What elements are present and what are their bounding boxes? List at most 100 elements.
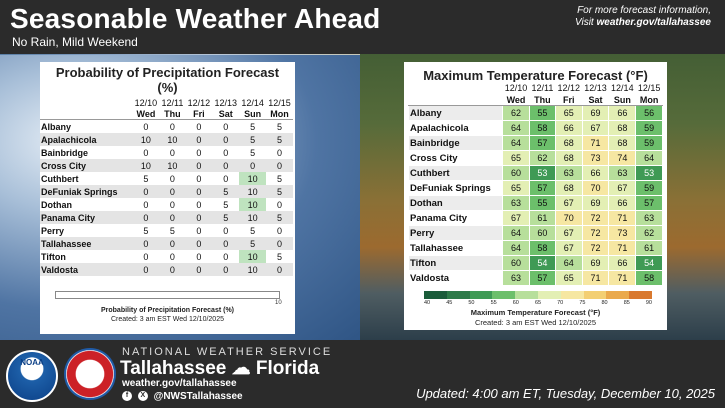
office-website[interactable]: weather.gov/tallahassee [122,378,237,389]
temp-cell: 58 [528,120,556,136]
temp-cell: 68 [608,135,637,151]
precip-row: Cross City 10 10 0 0 0 0 [40,159,293,172]
temp-day-header: Fri [554,93,583,106]
temp-day-header: Mon [635,93,663,106]
title-bar: Seasonable Weather Ahead No Rain, Mild W… [0,0,725,54]
precip-city: Dothan [41,199,72,210]
precip-cell: 10 [239,172,267,185]
temp-cell: 62 [528,150,556,166]
precip-cell: 5 [169,225,175,236]
temp-row: Cross City 65 62 68 73 74 64 [407,150,663,166]
precip-cell: 0 [143,147,149,158]
temp-cell: 53 [635,165,663,181]
temp-row: Tallahassee 64 58 67 72 71 61 [407,240,663,256]
precip-cell: 0 [185,263,213,276]
temp-city: Albany [407,105,504,121]
temp-colorbar-segment [446,291,470,299]
precip-cell: 5 [223,199,229,210]
temp-colorbar-tick: 65 [534,300,542,306]
temp-colorbar-segment [537,291,561,299]
temp-city: Bainbridge [407,135,504,151]
temp-row: Bainbridge 64 57 68 71 68 59 [407,135,663,151]
temp-date-header: 12/10 [502,82,530,94]
precip-city: Cross City [40,159,133,172]
temp-cell: 71 [608,270,637,286]
temp-cell: 53 [528,165,556,181]
temp-cell: 65 [502,180,530,196]
temp-day-header: Thu [528,93,556,106]
temp-cell: 71 [581,270,610,286]
precip-cell: 5 [266,211,293,224]
temp-cell: 63 [554,165,583,181]
precip-created: Created: 3 am EST Wed 12/10/2025 [111,316,224,323]
precip-cell: 5 [250,147,256,158]
temp-row: Panama City 67 61 70 72 71 63 [407,210,663,226]
precip-city: Perry [41,225,65,236]
precip-cell: 5 [266,133,293,146]
precip-cell: 5 [277,121,283,132]
precip-cell: 0 [212,159,240,172]
precip-cell: 0 [169,199,175,210]
social-handle[interactable]: @NWSTallahassee [153,391,243,402]
temp-cell: 60 [528,225,556,241]
temp-cell: 57 [528,180,556,196]
temp-cell: 54 [635,255,663,271]
precip-date-header: 12/11 [161,98,184,108]
temp-row: Valdosta 63 57 65 71 71 58 [407,270,663,286]
temp-cell: 61 [528,210,556,226]
temp-city: Panama City [407,210,504,226]
temp-colorbar-tick: 50 [468,300,475,306]
temp-cell: 65 [554,105,583,121]
temp-colorbar [424,291,652,299]
precip-cell: 0 [143,251,149,262]
precip-cell: 0 [169,251,175,262]
temp-colorbar-tick: 70 [557,300,564,306]
temp-cell: 66 [554,120,583,136]
temp-colorbar-segment [469,291,493,299]
precip-cell: 0 [266,237,293,250]
temp-cell: 62 [502,105,530,121]
precip-date-header: 12/14 [241,98,264,108]
temp-colorbar-tick: 55 [490,300,497,306]
precip-title: Probability of Precipitation Forecast (%… [40,65,295,95]
precip-cell: 0 [185,159,213,172]
temp-cell: 59 [635,180,663,196]
precip-date-header: 12/10 [134,98,158,108]
temp-cell: 66 [608,105,637,121]
temp-date-header: 12/15 [635,82,663,94]
precip-date-header: 12/15 [268,98,291,108]
temp-cell: 69 [581,195,610,211]
precip-date-header: 12/12 [187,98,211,108]
temp-cell: 54 [528,255,556,271]
social-links: f X @NWSTallahassee [122,391,243,402]
temp-panel: Maximum Temperature Forecast (°F) 12/10 1… [404,62,667,330]
temp-cell: 63 [502,270,530,286]
precip-cell: 0 [159,263,186,276]
x-icon[interactable]: X [137,391,148,402]
temp-cell: 71 [608,240,637,256]
precip-cell: 5 [239,133,267,146]
footer [0,340,725,408]
precip-city: Albany [41,121,72,132]
precip-cell: 0 [212,237,240,250]
temp-cell: 59 [635,120,663,136]
precip-cell: 0 [159,211,186,224]
precip-cell: 0 [169,173,175,184]
precip-cell: 0 [169,147,175,158]
precip-cell: 0 [196,251,202,262]
temp-cell: 65 [502,150,530,166]
facebook-icon[interactable]: f [122,391,132,402]
temp-cell: 68 [554,135,583,151]
precip-cell: 0 [212,263,240,276]
precip-row: Albany 0 0 0 0 5 5 [40,120,293,134]
more-info-link[interactable]: weather.gov/tallahassee [596,17,711,28]
page-title: Seasonable Weather Ahead [10,3,381,34]
more-info-line2: Visit weather.gov/tallahassee [575,17,711,29]
precip-cell: 10 [239,185,267,198]
precip-cell: 5 [143,225,149,236]
temp-cell: 71 [581,135,610,151]
temp-created: Created: 3 am EST Wed 12/10/2025 [474,318,597,327]
temp-cell: 72 [581,225,610,241]
precip-day-header: Thu [159,108,186,120]
temp-cell: 58 [635,270,663,286]
